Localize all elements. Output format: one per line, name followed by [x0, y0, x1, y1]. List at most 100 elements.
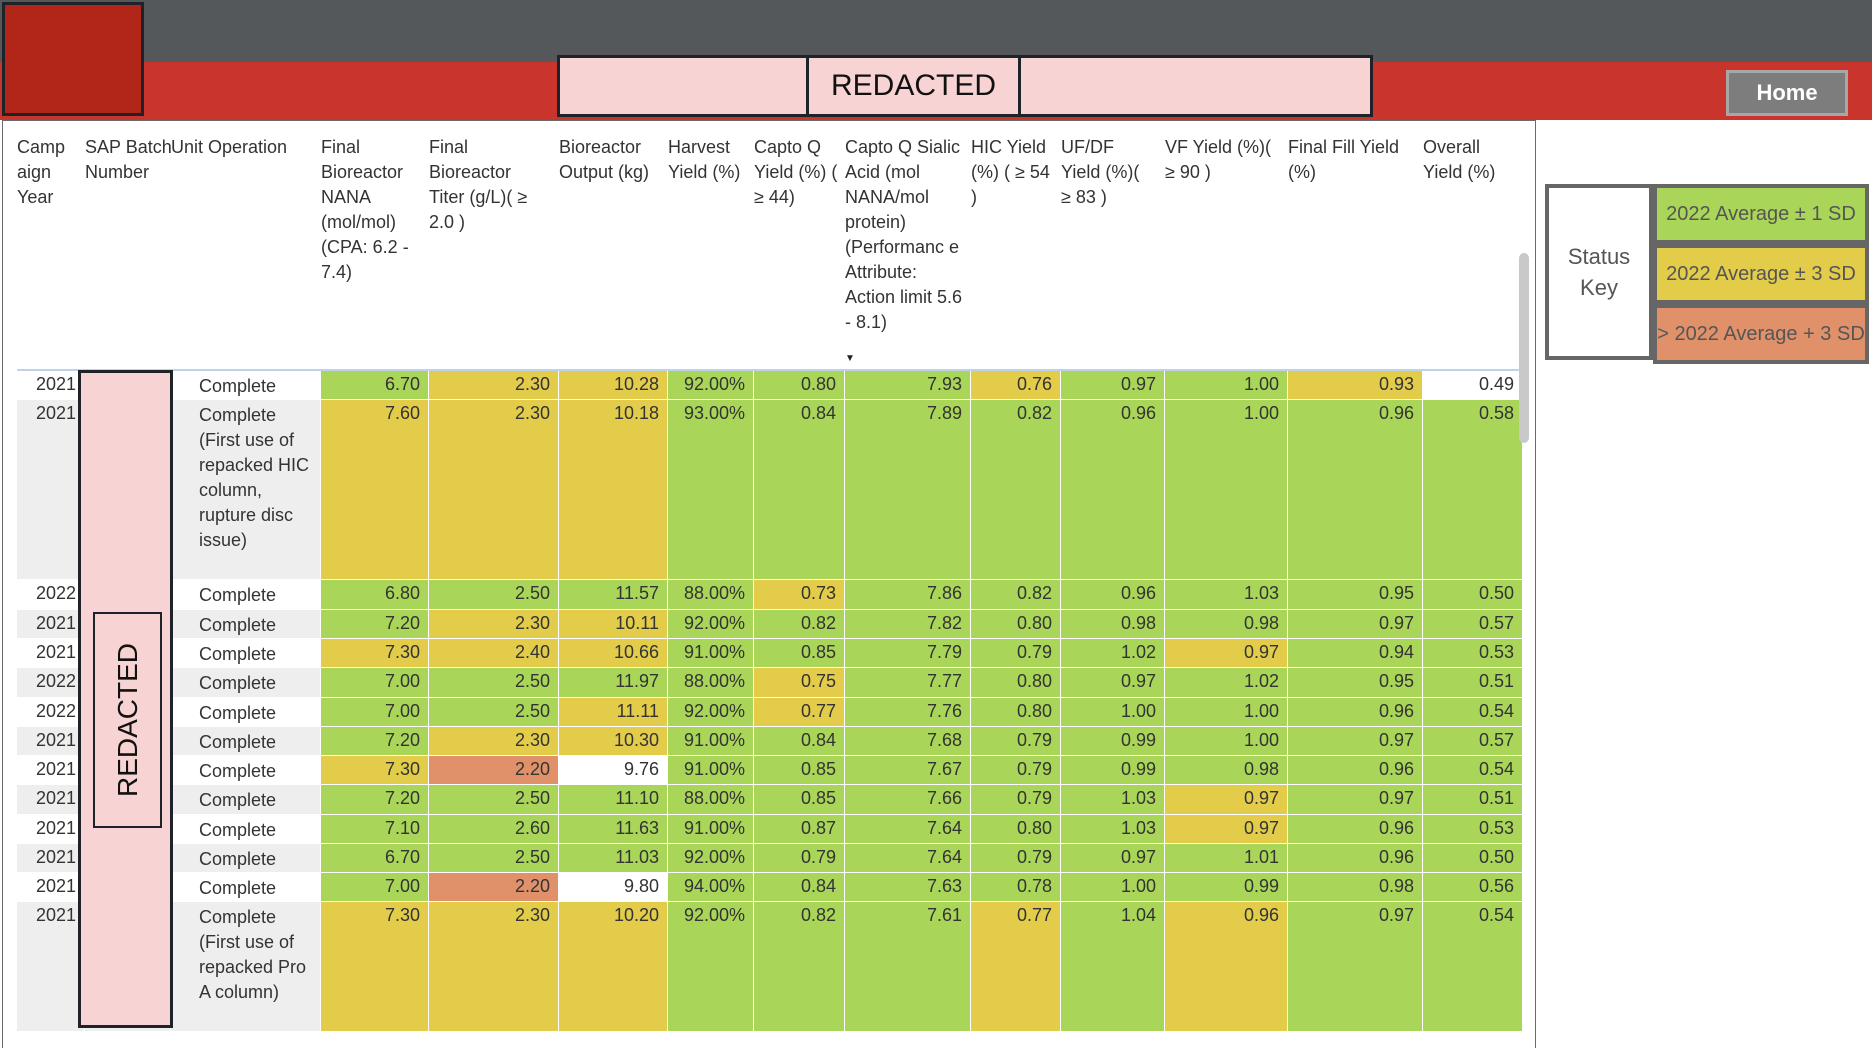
sialic-cell: 7.68	[845, 727, 971, 756]
nana-cell: 7.20	[321, 610, 429, 639]
table-row[interactable]: 2021 Complete (First use of repacked Pro …	[3, 902, 1523, 1032]
table-row[interactable]: 2022 Complete 7.00 2.50 11.11 92.00% 0.77 7.76 0…	[3, 698, 1523, 727]
table-row[interactable]: 2021 Complete 7.20 2.30 10.30 91.00% 0.84 7.68 0…	[3, 727, 1523, 756]
titer-cell: 2.40	[429, 639, 559, 668]
table-row[interactable]: 2022 Complete 7.00 2.50 11.97 88.00% 0.75 7.77 0…	[3, 668, 1523, 698]
nana-cell: 6.70	[321, 371, 429, 400]
harvest-cell: 91.00%	[668, 756, 754, 785]
ufdf-cell: 0.97	[1061, 371, 1165, 400]
table-row[interactable]: 2022 Complete 6.80 2.50 11.57 88.00% 0.73 7.86 0…	[3, 580, 1523, 610]
sialic-cell: 7.64	[845, 815, 971, 844]
column-header[interactable]: Final Bioreactor Titer (g/L)( ≥ 2.0 )	[429, 137, 528, 232]
output-cell: 11.63	[559, 815, 668, 844]
campaign-year-cell: 2022	[17, 698, 85, 727]
sialic-cell: 7.82	[845, 610, 971, 639]
titer-cell: 2.20	[429, 873, 559, 902]
harvest-cell: 91.00%	[668, 639, 754, 668]
ufdf-cell: 1.02	[1061, 639, 1165, 668]
sort-desc-icon[interactable]: ▼	[845, 353, 855, 364]
captoq-cell: 0.79	[754, 844, 845, 873]
campaign-year-cell: 2021	[17, 400, 85, 580]
column-header[interactable]: Overall Yield (%)	[1423, 137, 1496, 182]
ufdf-cell: 1.04	[1061, 902, 1165, 1032]
titer-cell: 2.60	[429, 815, 559, 844]
captoq-cell: 0.84	[754, 400, 845, 580]
hic-cell: 0.82	[971, 580, 1061, 610]
ufdf-cell: 0.96	[1061, 580, 1165, 610]
sialic-cell: 7.93	[845, 371, 971, 400]
sialic-cell: 7.63	[845, 873, 971, 902]
overall-cell: 0.58	[1423, 400, 1523, 580]
top-bar	[0, 0, 1872, 62]
fill-cell: 0.93	[1288, 371, 1423, 400]
vf-cell: 1.01	[1165, 844, 1288, 873]
hic-cell: 0.76	[971, 371, 1061, 400]
campaign-year-cell: 2021	[17, 756, 85, 785]
unit-operation-cell: Complete	[171, 698, 321, 727]
output-cell: 11.57	[559, 580, 668, 610]
overall-cell: 0.53	[1423, 815, 1523, 844]
hic-cell: 0.80	[971, 668, 1061, 698]
column-header[interactable]: Unit Operation	[171, 137, 288, 157]
hic-cell: 0.80	[971, 698, 1061, 727]
titer-cell: 2.30	[429, 610, 559, 639]
unit-operation-cell: Complete (First use of repacked HIC colu…	[171, 400, 321, 580]
column-header[interactable]: Harvest Yield (%)	[668, 137, 741, 182]
vertical-scrollbar[interactable]	[1519, 253, 1529, 443]
harvest-cell: 92.00%	[668, 610, 754, 639]
table-row[interactable]: 2021 Complete 7.00 2.20 9.80 94.00% 0.84 7.63 0.…	[3, 873, 1523, 902]
hic-cell: 0.79	[971, 639, 1061, 668]
sialic-cell: 7.67	[845, 756, 971, 785]
output-cell: 10.18	[559, 400, 668, 580]
table-row[interactable]: 2021 Complete 7.20 2.50 11.10 88.00% 0.85 7.66 0…	[3, 785, 1523, 815]
overall-cell: 0.50	[1423, 580, 1523, 610]
fill-cell: 0.97	[1288, 902, 1423, 1032]
column-header[interactable]: Bioreactor Output (kg)	[559, 137, 650, 182]
nana-cell: 7.00	[321, 873, 429, 902]
vf-cell: 0.99	[1165, 873, 1288, 902]
captoq-cell: 0.82	[754, 902, 845, 1032]
ufdf-cell: 0.99	[1061, 727, 1165, 756]
hic-cell: 0.77	[971, 902, 1061, 1032]
hic-cell: 0.79	[971, 785, 1061, 815]
titer-cell: 2.30	[429, 902, 559, 1032]
harvest-cell: 92.00%	[668, 844, 754, 873]
fill-cell: 0.98	[1288, 873, 1423, 902]
output-cell: 9.76	[559, 756, 668, 785]
column-header[interactable]: HIC Yield (%) ( ≥ 54 )	[971, 137, 1050, 207]
nana-cell: 7.30	[321, 902, 429, 1032]
table-row[interactable]: 2021 Complete (First use of repacked HIC …	[3, 400, 1523, 580]
column-header[interactable]: Capto Q Yield (%) ( ≥ 44)	[754, 137, 838, 207]
column-header[interactable]: Final Bioreactor NANA (mol/mol) (CPA: 6.…	[321, 137, 409, 282]
hic-cell: 0.80	[971, 815, 1061, 844]
home-button[interactable]: Home	[1726, 70, 1848, 116]
ufdf-cell: 1.03	[1061, 785, 1165, 815]
column-header[interactable]: Camp aign Year	[17, 137, 66, 207]
ufdf-cell: 0.96	[1061, 400, 1165, 580]
captoq-cell: 0.85	[754, 756, 845, 785]
table-row[interactable]: 2021 Complete 7.30 2.40 10.66 91.00% 0.85 7.79 0…	[3, 639, 1523, 668]
status-key-item: > 2022 Average + 3 SD	[1653, 304, 1869, 364]
column-header[interactable]: SAP Batch Number	[85, 137, 172, 182]
page-title: REDACTED	[806, 55, 1021, 117]
vf-cell: 0.97	[1165, 785, 1288, 815]
campaign-year-cell: 2022	[17, 668, 85, 698]
table-row[interactable]: 2021 Complete 7.30 2.20 9.76 91.00% 0.85 7.67 0.…	[3, 756, 1523, 785]
overall-cell: 0.57	[1423, 610, 1523, 639]
column-header[interactable]: UF/DF Yield (%)( ≥ 83 )	[1061, 137, 1140, 207]
vf-cell: 1.00	[1165, 371, 1288, 400]
table-row[interactable]: 2021 Complete 6.70 2.30 10.28 92.00% 0.80 7.93 0…	[3, 371, 1523, 400]
column-header[interactable]: Final Fill Yield (%)	[1288, 137, 1400, 182]
captoq-cell: 0.85	[754, 639, 845, 668]
ufdf-cell: 1.03	[1061, 815, 1165, 844]
table-row[interactable]: 2021 Complete 7.20 2.30 10.11 92.00% 0.82 7.82 0…	[3, 610, 1523, 639]
overall-cell: 0.56	[1423, 873, 1523, 902]
unit-operation-cell: Complete	[171, 873, 321, 902]
ufdf-cell: 0.97	[1061, 844, 1165, 873]
table-row[interactable]: 2021 Complete 7.10 2.60 11.63 91.00% 0.87 7.64 0…	[3, 815, 1523, 844]
unit-operation-cell: Complete	[171, 580, 321, 610]
column-header[interactable]: Capto Q Sialic Acid (mol NANA/mol protei…	[845, 137, 963, 332]
table-row[interactable]: 2021 Complete 6.70 2.50 11.03 92.00% 0.79 7.64 0…	[3, 844, 1523, 873]
overall-cell: 0.54	[1423, 698, 1523, 727]
column-header[interactable]: VF Yield (%)( ≥ 90 )	[1165, 137, 1272, 182]
